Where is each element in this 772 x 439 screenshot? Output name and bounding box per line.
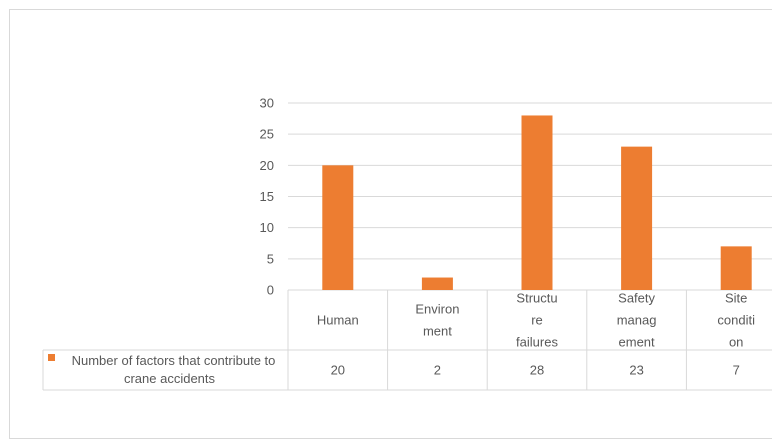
y-tick-label: 20 <box>260 158 274 173</box>
y-tick-label: 5 <box>267 251 274 266</box>
y-tick-label: 15 <box>260 189 274 204</box>
data-table-value: 7 <box>733 363 740 378</box>
x-category-label: Human <box>317 313 359 328</box>
x-category-label: Environ ment <box>415 302 459 339</box>
y-tick-label: 0 <box>267 283 274 298</box>
data-table-value: 23 <box>629 363 643 378</box>
x-category-label: Safety manag ement <box>617 291 657 350</box>
bar <box>621 146 653 290</box>
series-name-label: Number of factors that contribute to cran… <box>72 353 276 386</box>
bar <box>322 165 354 290</box>
data-table-value: 2 <box>434 363 441 378</box>
legend-swatch <box>48 354 55 361</box>
bar <box>720 246 752 290</box>
y-tick-label: 30 <box>260 96 274 111</box>
bar <box>421 277 453 290</box>
y-tick-label: 10 <box>260 220 274 235</box>
x-category-label: Structu re failures <box>516 291 558 350</box>
y-tick-label: 25 <box>260 127 274 142</box>
x-category-label: Site conditi on <box>717 291 755 350</box>
data-table-value: 28 <box>530 363 544 378</box>
bar <box>521 115 553 290</box>
data-table-value: 20 <box>331 363 345 378</box>
